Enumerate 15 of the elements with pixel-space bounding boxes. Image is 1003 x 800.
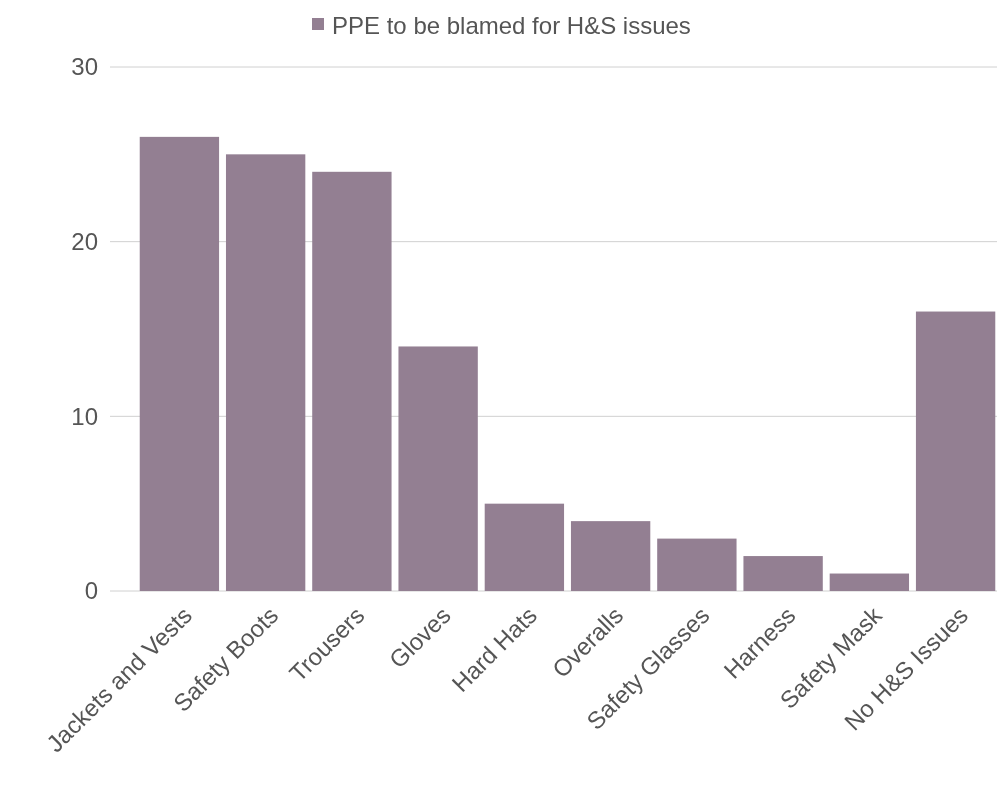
- bar: [398, 346, 478, 591]
- y-tick-label: 20: [71, 228, 98, 256]
- bar: [484, 503, 565, 591]
- bar: [139, 136, 220, 591]
- y-tick-label: 30: [71, 53, 98, 81]
- bar: [829, 573, 910, 591]
- legend-label: PPE to be blamed for H&S issues: [332, 12, 691, 40]
- bar: [225, 154, 306, 591]
- bar: [915, 311, 996, 591]
- bar: [570, 521, 651, 591]
- bar: [657, 538, 737, 591]
- y-tick-label: 10: [71, 402, 98, 430]
- bar: [312, 171, 392, 591]
- bar: [743, 556, 823, 591]
- y-tick-label: 0: [84, 577, 98, 605]
